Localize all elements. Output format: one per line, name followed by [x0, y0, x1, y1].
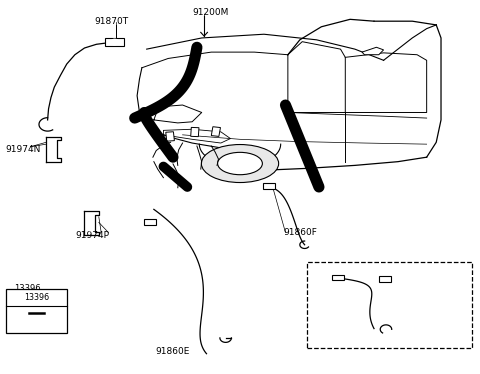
Text: 91870T: 91870T: [94, 17, 128, 26]
Circle shape: [87, 215, 93, 220]
Bar: [379, 276, 391, 282]
Text: 13396: 13396: [24, 293, 49, 302]
Text: 13396: 13396: [14, 284, 40, 293]
Circle shape: [87, 227, 93, 231]
Circle shape: [49, 141, 55, 145]
Bar: [166, 132, 174, 141]
Circle shape: [49, 152, 55, 157]
Bar: [6, 289, 67, 333]
Circle shape: [111, 39, 119, 45]
Circle shape: [26, 313, 47, 329]
Ellipse shape: [217, 152, 263, 175]
Text: 91974N: 91974N: [5, 145, 41, 154]
Bar: [105, 38, 124, 46]
Bar: [263, 183, 275, 189]
Text: (4WD): (4WD): [336, 263, 364, 272]
Bar: [307, 262, 472, 348]
Polygon shape: [362, 47, 384, 55]
Bar: [211, 127, 220, 137]
Bar: [191, 128, 199, 137]
Ellipse shape: [201, 144, 279, 183]
Text: 91860F: 91860F: [350, 273, 384, 282]
Text: 91200M: 91200M: [192, 8, 228, 17]
Text: 91860E: 91860E: [156, 347, 190, 356]
Text: 91974P: 91974P: [75, 231, 109, 240]
Text: 91860F: 91860F: [283, 228, 317, 237]
Circle shape: [32, 317, 41, 325]
Bar: [144, 220, 156, 225]
Bar: [332, 275, 344, 280]
